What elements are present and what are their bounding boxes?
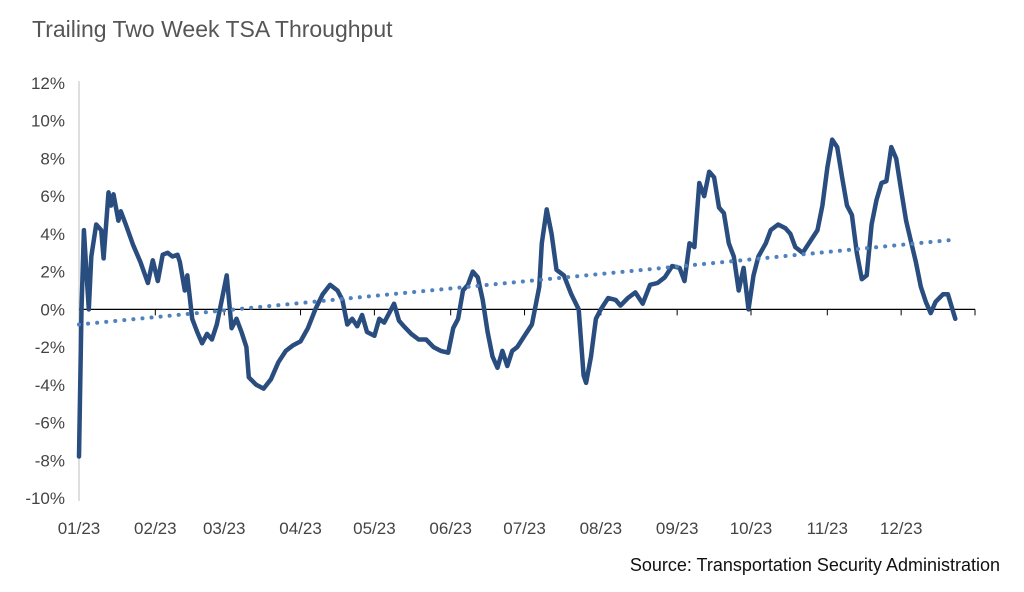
y-tick-label: 0% [40, 300, 65, 319]
x-tick-label: 07/23 [503, 519, 546, 538]
y-tick-label: -4% [35, 376, 65, 395]
y-tick-label: 10% [31, 112, 65, 131]
x-tick-label: 06/23 [429, 519, 472, 538]
y-tick-label: 4% [40, 225, 65, 244]
x-tick-label: 09/23 [656, 519, 699, 538]
x-tick-label: 03/23 [203, 519, 246, 538]
chart-title: Trailing Two Week TSA Throughput [32, 16, 393, 42]
trend-line-dotted [77, 237, 958, 327]
y-tick-label: -8% [35, 451, 65, 470]
y-tick-label: 6% [40, 187, 65, 206]
y-tick-label: 2% [40, 263, 65, 282]
y-tick-label: 8% [40, 149, 65, 168]
y-tick-label: -6% [35, 414, 65, 433]
x-tick-label: 01/23 [58, 519, 101, 538]
x-tick-label: 02/23 [134, 519, 177, 538]
x-tick-label: 08/23 [580, 519, 623, 538]
y-tick-label: 12% [31, 74, 65, 93]
source-note: Source: Transportation Security Administ… [629, 555, 1000, 575]
x-tick-label: 05/23 [353, 519, 396, 538]
x-tick-label: 10/23 [730, 519, 773, 538]
x-tick-label: 11/23 [807, 519, 848, 538]
y-tick-label: -2% [35, 338, 65, 357]
x-tick-label: 04/23 [279, 519, 322, 538]
y-tick-label: -10% [25, 489, 65, 508]
series-line-tsa-throughput [76, 137, 958, 459]
x-tick-label: 12/23 [880, 519, 923, 538]
